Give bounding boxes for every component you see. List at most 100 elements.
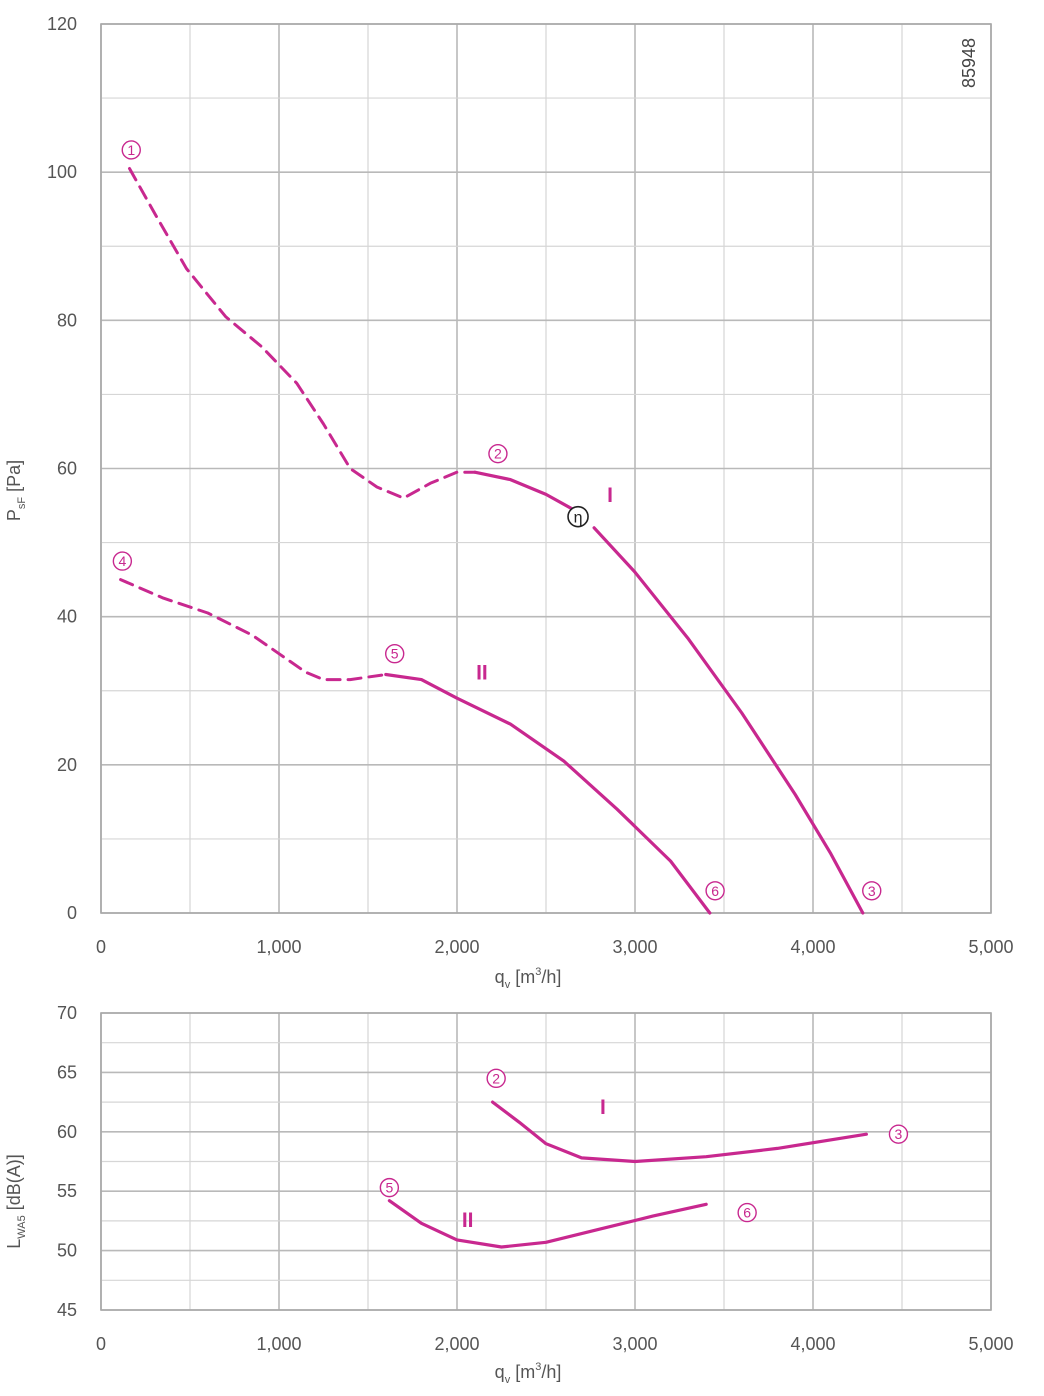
y-axis-label-group: PsF [Pa] xyxy=(4,460,28,521)
marker-number: 2 xyxy=(494,446,502,462)
x-tick-label: 5,000 xyxy=(968,937,1013,957)
y-tick-label: 60 xyxy=(57,459,77,479)
series-I-line xyxy=(473,470,575,511)
operating-point-marker: 2 xyxy=(486,1068,506,1089)
x-tick-label: 1,000 xyxy=(256,1334,301,1354)
y-axis-label-sub: sF xyxy=(16,497,28,510)
x-tick-label: 2,000 xyxy=(434,937,479,957)
efficiency-symbol: η xyxy=(574,510,583,527)
marker-number: 5 xyxy=(385,1180,393,1196)
marker-circle xyxy=(486,1068,506,1089)
y-axis-label: PsF [Pa] xyxy=(4,460,28,521)
series-I: I 2 3 xyxy=(486,1068,909,1164)
x-tick-label: 1,000 xyxy=(256,937,301,957)
efficiency-marker: η xyxy=(567,505,589,528)
x-axis-label-unit: [m xyxy=(510,967,535,987)
y-tick-label: 45 xyxy=(57,1300,77,1320)
marker-circle xyxy=(888,1124,909,1144)
y-tick-label: 70 xyxy=(57,1003,77,1023)
marker-number: 3 xyxy=(868,883,876,899)
x-tick-label: 3,000 xyxy=(612,937,657,957)
plot-frame xyxy=(100,23,992,914)
x-tick-label: 5,000 xyxy=(968,1334,1013,1354)
operating-point-marker: 1 xyxy=(121,140,141,160)
series-I: I 1 2 3 xyxy=(121,140,882,915)
operating-point-marker: 3 xyxy=(862,881,882,901)
operating-point-marker: 6 xyxy=(737,1202,757,1223)
y-tick-label: 60 xyxy=(57,1122,77,1142)
y-tick-label: 20 xyxy=(57,755,77,775)
marker-circle xyxy=(112,551,133,571)
x-axis-label-main: q xyxy=(495,1362,505,1382)
marker-number: 5 xyxy=(391,646,399,662)
operating-point-marker: 4 xyxy=(112,551,133,571)
marker-number: 1 xyxy=(127,142,135,158)
x-tick-label: 0 xyxy=(96,1334,106,1354)
series-label: II xyxy=(476,662,488,685)
marker-number: 3 xyxy=(895,1126,903,1142)
x-axis-label-main: q xyxy=(495,967,505,987)
y-axis-label-main: L xyxy=(4,1239,24,1249)
y-axis-label-unit: [dB(A)] xyxy=(4,1154,24,1215)
series-label: II xyxy=(462,1209,474,1232)
marker-circle xyxy=(737,1202,757,1223)
drawing-number-group: 85948 xyxy=(959,38,979,88)
series-I-unstable-line xyxy=(128,167,477,500)
y-tick-label: 55 xyxy=(57,1181,77,1201)
operating-point-marker: 5 xyxy=(379,1177,400,1198)
y-tick-label: 0 xyxy=(67,903,77,923)
y-axis-label-main: P xyxy=(4,509,24,521)
series-II-line xyxy=(384,672,712,915)
marker-circle xyxy=(705,881,725,901)
x-tick-label: 4,000 xyxy=(790,1334,835,1354)
marker-number: 4 xyxy=(118,553,126,569)
y-axis-label-group: LWA5 [dB(A)] xyxy=(4,1154,28,1248)
x-tick-label: 3,000 xyxy=(612,1334,657,1354)
x-axis-label-sup: 3 xyxy=(535,1361,541,1373)
marker-circle xyxy=(385,644,405,664)
pressure-chart: 0 1,000 2,000 3,000 4,000 5,00002040608010012… xyxy=(4,14,1014,991)
y-axis-label-sub: WA5 xyxy=(16,1215,28,1238)
plot-frame xyxy=(100,1012,992,1311)
y-tick-label: 65 xyxy=(57,1062,77,1082)
series-II: II 5 6 xyxy=(379,1177,757,1249)
y-tick-label: 80 xyxy=(57,310,77,330)
marker-circle xyxy=(379,1177,400,1198)
x-tick-label: 0 xyxy=(96,937,106,957)
y-tick-label: 120 xyxy=(47,14,77,34)
series-label: I xyxy=(600,1096,606,1119)
operating-point-marker: 5 xyxy=(385,644,405,664)
y-tick-label: 100 xyxy=(47,162,77,182)
marker-circle xyxy=(121,140,141,160)
marker-number: 6 xyxy=(743,1205,751,1221)
series-II-line xyxy=(387,1199,708,1249)
series-I-line-continued xyxy=(592,526,865,915)
x-axis-label: qv [m3/h] xyxy=(495,1361,562,1386)
x-axis-label-sup: 3 xyxy=(535,966,541,978)
series-label: I xyxy=(607,484,613,507)
operating-point-marker: 3 xyxy=(888,1124,909,1144)
operating-point-marker: 6 xyxy=(705,881,725,901)
efficiency-circle xyxy=(567,505,589,528)
marker-number: 6 xyxy=(711,883,719,899)
x-axis-label-unit-end: /h] xyxy=(541,1362,561,1382)
x-axis-label-unit: [m xyxy=(510,1362,535,1382)
x-axis-label-sub: v xyxy=(505,1374,511,1386)
x-axis-label: qv [m3/h] xyxy=(495,966,562,991)
series-II: II 4 5 6 xyxy=(112,551,725,915)
sound-level-chart: 0 1,000 2,000 3,000 4,000 5,000455055606570qv… xyxy=(4,1003,1014,1386)
marker-circle xyxy=(862,881,882,901)
series-I-line xyxy=(491,1100,868,1164)
drawing-number: 85948 xyxy=(959,38,979,88)
operating-point-marker: 2 xyxy=(488,443,508,464)
y-tick-label: 50 xyxy=(57,1241,77,1261)
x-axis-label-unit-end: /h] xyxy=(541,967,561,987)
marker-number: 2 xyxy=(492,1070,500,1086)
y-axis-label-unit: [Pa] xyxy=(4,460,24,497)
y-tick-label: 40 xyxy=(57,607,77,627)
x-axis-label-sub: v xyxy=(505,979,511,991)
y-axis-label: LWA5 [dB(A)] xyxy=(4,1154,28,1248)
x-tick-label: 4,000 xyxy=(790,937,835,957)
series-II-unstable-line xyxy=(119,578,388,682)
